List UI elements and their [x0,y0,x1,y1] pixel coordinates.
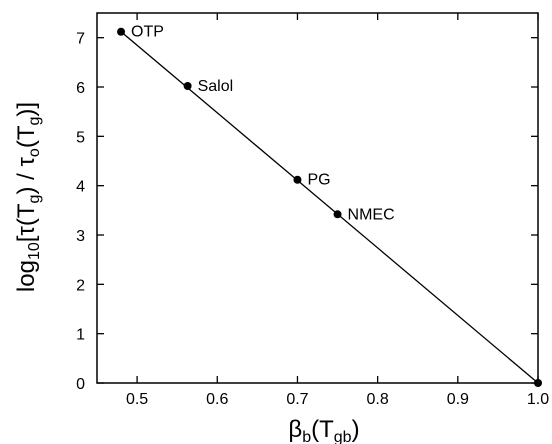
fit-line [120,31,539,384]
x-tick-label: 0.7 [286,391,308,408]
y-tick-label: 2 [76,277,85,294]
x-tick-label: 0.6 [206,391,228,408]
point-label: NMEC [348,206,395,223]
y-tick-label: 1 [76,327,85,344]
point-label: PG [307,172,330,189]
plot-frame [96,12,539,384]
point-label: OTP [131,24,164,41]
y-tick-label: 3 [76,228,85,245]
data-point [293,175,302,184]
data-point [117,27,126,36]
data-point [333,210,342,219]
y-tick-label: 7 [76,31,85,48]
x-tick-label: 0.9 [447,391,469,408]
x-tick-label: 0.5 [126,391,148,408]
y-axis-label: log10[τ(Tg) / τo(Tg)] [13,102,43,292]
x-tick-label: 1.0 [527,391,549,408]
y-tick-label: 0 [76,376,85,393]
point-label: Salol [198,78,234,95]
y-tick-label: 4 [76,179,85,196]
x-tick-label: 0.8 [367,391,389,408]
data-point [183,82,192,91]
y-tick-label: 5 [76,129,85,146]
y-tick-label: 6 [76,80,85,97]
x-axis-label: βb(Tgb) [288,416,359,444]
